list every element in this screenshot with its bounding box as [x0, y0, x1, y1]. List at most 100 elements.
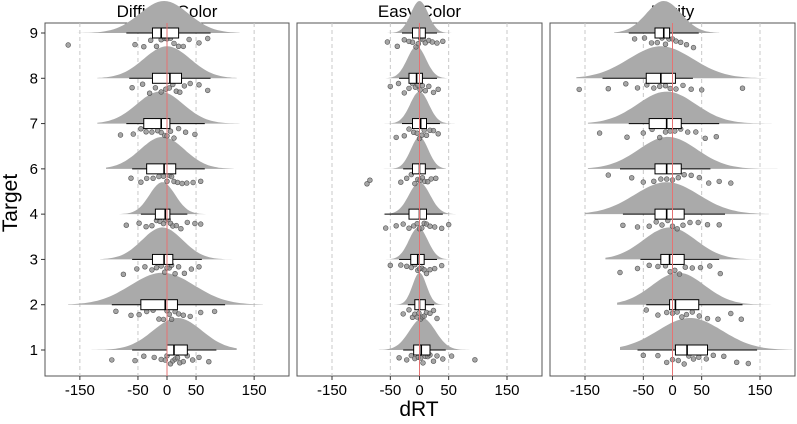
data-point: [623, 81, 629, 87]
data-point: [160, 316, 167, 323]
data-point: [576, 86, 582, 93]
data-point: [153, 43, 160, 49]
data-point: [659, 222, 665, 228]
data-point: [624, 134, 630, 140]
data-point: [138, 126, 144, 132]
data-point: [423, 132, 430, 139]
y-tick-label: 4: [30, 206, 38, 223]
data-point: [141, 353, 147, 359]
data-point: [704, 222, 711, 228]
box: [648, 118, 682, 130]
data-point: [656, 83, 663, 90]
data-point: [710, 352, 716, 358]
data-point: [689, 265, 695, 271]
data-point: [640, 179, 646, 185]
data-point: [728, 180, 734, 186]
data-point: [674, 226, 680, 232]
x-tick-label: 50: [693, 382, 710, 399]
x-tick-label: 150: [242, 382, 267, 399]
series-target-2: [68, 272, 263, 323]
data-point: [646, 223, 652, 229]
data-point: [168, 173, 175, 180]
data-point: [433, 175, 439, 182]
data-point: [428, 176, 434, 182]
density-shape: [91, 318, 237, 350]
data-point: [643, 307, 649, 313]
data-point: [667, 128, 673, 134]
data-point: [139, 81, 146, 87]
density-shape: [50, 1, 240, 33]
data-point: [738, 316, 744, 322]
data-point: [435, 131, 441, 137]
series-target-3: [605, 227, 790, 277]
data-point: [188, 266, 195, 272]
data-point: [631, 36, 638, 42]
box: [151, 27, 180, 39]
data-point: [404, 357, 410, 363]
data-point: [693, 129, 699, 135]
data-point: [406, 126, 412, 132]
density-shape: [349, 136, 446, 169]
x-tick-label: 150: [494, 382, 519, 399]
data-point: [733, 359, 740, 365]
x-tick-label: -150: [65, 382, 95, 399]
y-tick-label: 8: [30, 70, 38, 87]
series-target-1: [620, 318, 793, 367]
data-point: [440, 356, 446, 362]
panels: Difficult Color-150-50050150Easy Color-1…: [44, 1, 796, 399]
data-point: [152, 85, 159, 91]
data-point: [434, 315, 440, 322]
data-point: [205, 35, 211, 42]
data-point: [716, 222, 722, 228]
data-point: [640, 130, 646, 136]
x-tick-label: 0: [163, 382, 171, 399]
data-point: [394, 43, 400, 49]
density-shape: [620, 318, 793, 350]
data-point: [175, 125, 182, 132]
data-point: [628, 175, 635, 181]
series-group: [576, 1, 793, 367]
data-point: [662, 41, 669, 47]
data-point: [196, 264, 202, 270]
data-point: [181, 83, 188, 89]
box: [654, 163, 682, 175]
data-point: [364, 181, 370, 187]
data-point: [156, 173, 162, 180]
density-shape: [106, 136, 234, 169]
box: [408, 208, 427, 220]
density-shape: [375, 46, 458, 79]
data-point: [439, 262, 445, 269]
data-point: [175, 264, 182, 270]
density-shape: [587, 91, 772, 124]
data-point: [605, 172, 611, 178]
data-point: [196, 40, 202, 46]
data-point: [148, 37, 154, 43]
data-point: [674, 309, 680, 315]
data-point: [620, 222, 626, 229]
data-point: [679, 314, 685, 320]
density-shape: [100, 227, 243, 260]
series-target-2: [617, 272, 775, 322]
data-point: [156, 316, 162, 322]
x-tick-label: 0: [415, 382, 423, 399]
data-point: [430, 307, 437, 314]
data-point: [434, 353, 440, 359]
data-point: [406, 85, 412, 92]
y-tick-label: 3: [30, 251, 38, 268]
series-target-1: [91, 318, 237, 367]
data-point: [153, 265, 160, 271]
data-point: [109, 357, 115, 363]
data-point: [414, 221, 420, 227]
data-point: [640, 352, 646, 358]
data-point: [180, 43, 187, 50]
data-point: [658, 176, 664, 182]
data-point: [177, 89, 183, 95]
data-point: [677, 39, 684, 45]
box: [166, 344, 188, 356]
data-point: [113, 308, 119, 314]
series-target-7: [97, 91, 240, 141]
data-point: [716, 178, 722, 185]
data-point: [138, 179, 144, 185]
data-point: [675, 357, 681, 364]
